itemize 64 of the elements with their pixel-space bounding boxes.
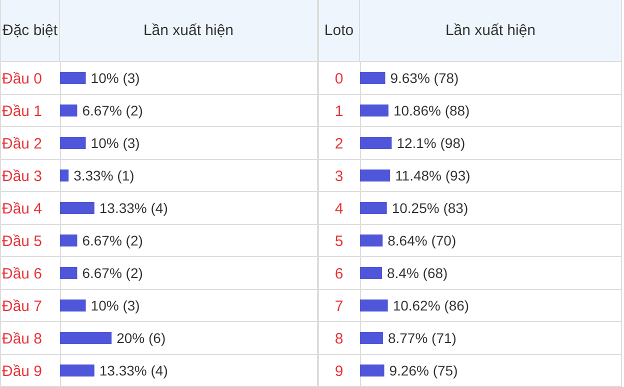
y-tick-label: Đầu 1 — [2, 102, 42, 120]
bar — [60, 267, 78, 279]
bar — [360, 267, 382, 279]
y-axis-title: Loto — [318, 0, 360, 62]
y-tick-label: 1 — [334, 102, 344, 120]
bar — [60, 72, 86, 84]
data-label: 10% (3) — [90, 134, 140, 151]
y-axis-title: Đặc biệt — [0, 0, 60, 62]
data-label: 10.25% (83) — [392, 200, 468, 216]
bar — [60, 170, 69, 182]
y-tick-label: 3 — [334, 168, 344, 185]
bar — [60, 104, 78, 116]
x-axis-title: Lần xuất hiện — [60, 0, 318, 62]
y-tick-label: 2 — [334, 135, 344, 152]
data-label: 10% (3) — [90, 297, 140, 314]
bar — [360, 234, 383, 246]
bar — [360, 202, 387, 214]
data-label: 13.33% (4) — [99, 362, 168, 378]
y-tick-label: 6 — [334, 265, 344, 282]
data-label: 8.77% (71) — [388, 330, 456, 346]
data-label: 6.67% (2) — [82, 264, 143, 281]
y-tick-label: Đầu 9 — [2, 362, 42, 380]
bar — [360, 300, 388, 312]
data-label: 9.63% (78) — [390, 70, 459, 86]
y-tick-label: Đầu 0 — [2, 70, 42, 88]
bar — [60, 364, 94, 376]
bar — [360, 170, 390, 182]
y-tick-label: Đầu 4 — [2, 200, 42, 218]
bar — [360, 137, 392, 149]
y-tick-label: 5 — [334, 232, 344, 250]
data-label: 8.4% (68) — [387, 264, 448, 281]
y-tick-label: Đầu 7 — [2, 298, 42, 315]
bar — [60, 202, 94, 214]
data-label: 10.86% (88) — [393, 102, 470, 118]
data-label: 8.64% (70) — [388, 232, 456, 248]
data-label: 12.1% (98) — [396, 134, 466, 151]
data-label: 6.67% (2) — [82, 232, 143, 248]
data-label: 6.67% (2) — [82, 102, 143, 118]
bar — [360, 364, 384, 376]
y-tick-label: 0 — [334, 70, 344, 88]
data-label: 10% (3) — [90, 70, 140, 86]
data-label: 11.48% (93) — [395, 167, 470, 184]
y-tick-label: 7 — [334, 298, 344, 315]
bar — [60, 234, 78, 246]
y-tick-label: 9 — [334, 362, 344, 380]
data-label: 13.33% (4) — [99, 200, 168, 216]
bar — [360, 332, 383, 344]
data-label: 3.33% (1) — [74, 167, 134, 184]
y-tick-label: 4 — [334, 200, 344, 218]
data-label: 10.62% (86) — [392, 297, 470, 314]
bar — [60, 300, 86, 312]
x-axis-title: Lần xuất hiện — [360, 0, 622, 62]
y-tick-label: Đầu 3 — [2, 168, 42, 185]
y-tick-label: Đầu 6 — [2, 265, 42, 282]
bar — [360, 72, 386, 84]
y-tick-label: Đầu 2 — [2, 135, 42, 152]
data-label: 9.26% (75) — [389, 362, 458, 378]
bar — [60, 332, 112, 344]
bar — [60, 137, 86, 149]
data-label: 20% (6) — [116, 330, 166, 346]
y-tick-label: Đầu 5 — [2, 232, 42, 250]
y-tick-label: Đầu 8 — [2, 330, 42, 348]
y-tick-label: 8 — [334, 330, 344, 348]
bar — [360, 104, 388, 116]
